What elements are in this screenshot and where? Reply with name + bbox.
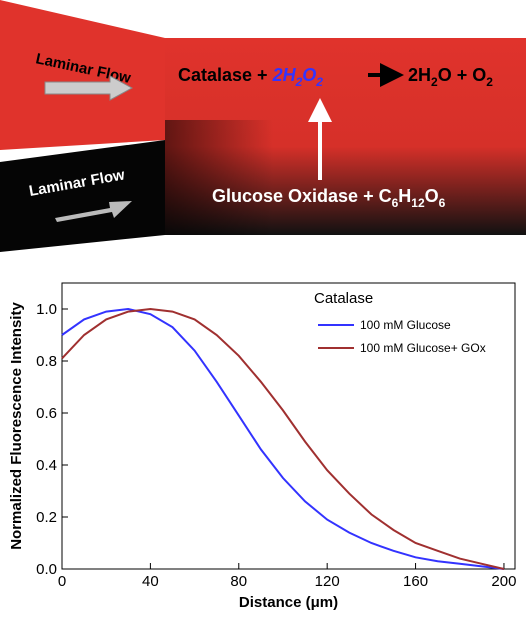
x-axis-label: Distance (μm) [239,594,338,611]
chart: 0 40 80 120 160 200 0.0 0.2 0.4 0.6 0.8 1.0 Distance… [8,283,516,611]
legend-label: 100 mM Glucose+ GOx [360,341,486,355]
y-tick-label: 0.0 [36,561,57,578]
x-tick-label: 120 [315,573,340,590]
y-tick-label: 0.6 [36,405,57,422]
figure: Laminar Flow Laminar Flow Catalase + 2H2… [0,0,526,613]
x-tick-label: 160 [403,573,428,590]
x-tick-label: 200 [491,573,516,590]
x-tick-label: 80 [230,573,247,590]
x-tick-label: 0 [58,573,66,590]
y-tick-label: 0.2 [36,509,57,526]
y-axis-label: Normalized Fluorescence Intensity [8,302,25,550]
y-tick-label: 0.8 [36,353,57,370]
y-tick-label: 0.4 [36,457,57,474]
x-tick-label: 40 [142,573,159,590]
y-tick-label: 1.0 [36,301,57,318]
legend-label: 100 mM Glucose [360,318,451,332]
diagram: Laminar Flow Laminar Flow Catalase + 2H2… [0,0,526,252]
channel-shade [165,120,526,235]
black-inlet [0,140,165,252]
legend-title: Catalase [314,290,373,307]
